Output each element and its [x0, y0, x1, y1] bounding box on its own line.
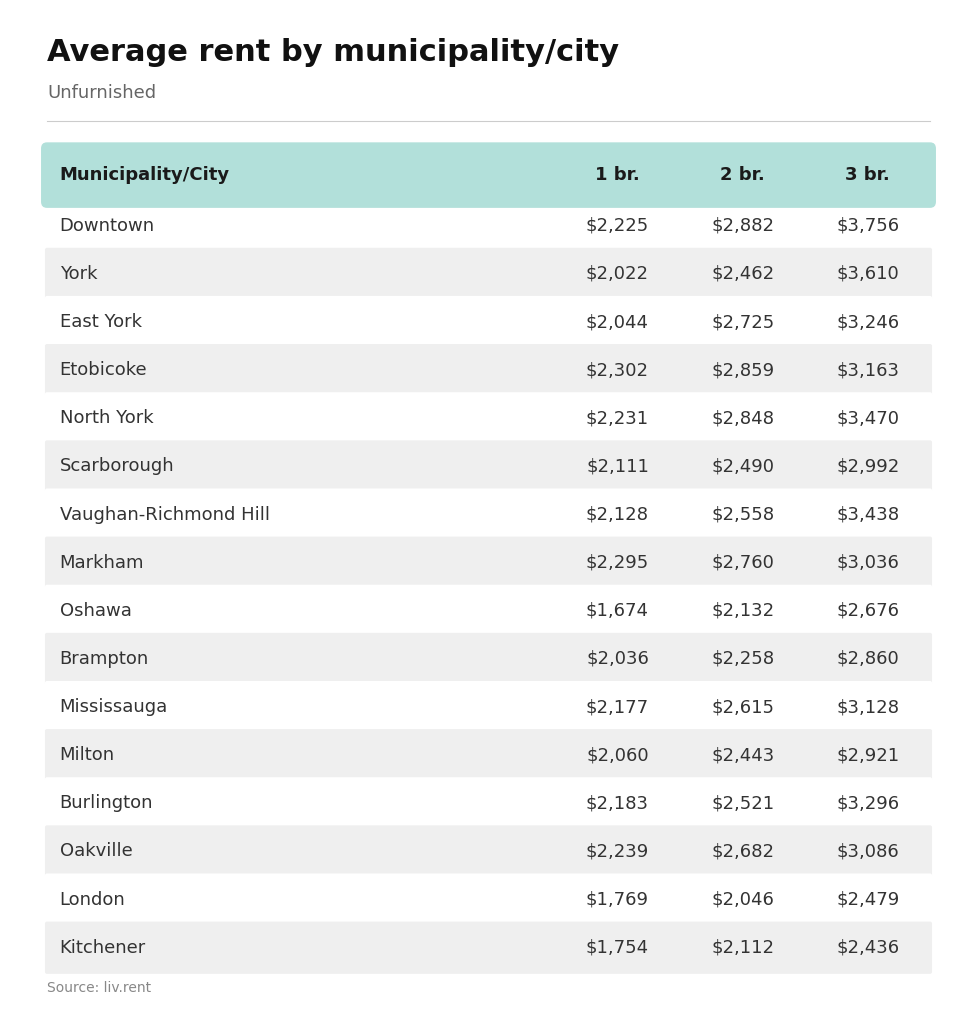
Text: Etobicoke: Etobicoke	[60, 361, 148, 379]
Text: London: London	[60, 891, 125, 908]
Text: $3,036: $3,036	[836, 554, 899, 571]
Text: $2,860: $2,860	[836, 650, 899, 668]
Text: $2,676: $2,676	[836, 602, 900, 620]
Text: $3,296: $3,296	[836, 795, 900, 812]
Text: Mississauga: Mississauga	[60, 698, 168, 716]
Text: Vaughan-Richmond Hill: Vaughan-Richmond Hill	[60, 506, 270, 523]
Text: $2,046: $2,046	[711, 891, 775, 908]
Text: Municipality/City: Municipality/City	[60, 166, 230, 184]
Text: $1,754: $1,754	[586, 939, 649, 956]
Text: $2,177: $2,177	[586, 698, 649, 716]
Text: $2,044: $2,044	[586, 313, 649, 331]
Text: $1,769: $1,769	[586, 891, 649, 908]
Text: $3,086: $3,086	[836, 843, 899, 860]
Text: $3,163: $3,163	[836, 361, 900, 379]
Text: Burlington: Burlington	[60, 795, 153, 812]
Text: Scarborough: Scarborough	[60, 458, 174, 475]
Text: $2,725: $2,725	[711, 313, 775, 331]
Text: $2,295: $2,295	[586, 554, 649, 571]
Text: $2,036: $2,036	[586, 650, 649, 668]
Text: $2,128: $2,128	[586, 506, 649, 523]
Text: $2,682: $2,682	[711, 843, 775, 860]
Text: $1,674: $1,674	[586, 602, 649, 620]
Text: $2,882: $2,882	[711, 217, 775, 234]
Text: $2,859: $2,859	[711, 361, 775, 379]
Text: York: York	[60, 265, 97, 283]
Text: $2,443: $2,443	[711, 746, 775, 764]
Text: $3,470: $3,470	[836, 410, 900, 427]
Text: Kitchener: Kitchener	[60, 939, 146, 956]
Text: Markham: Markham	[60, 554, 144, 571]
Text: $2,615: $2,615	[711, 698, 775, 716]
Text: 3 br.: 3 br.	[845, 166, 890, 184]
Text: $3,756: $3,756	[836, 217, 900, 234]
Text: Milton: Milton	[60, 746, 114, 764]
Text: East York: East York	[60, 313, 142, 331]
Text: $3,610: $3,610	[836, 265, 899, 283]
Text: 2 br.: 2 br.	[720, 166, 765, 184]
Text: Average rent by municipality/city: Average rent by municipality/city	[47, 38, 619, 67]
Text: $3,438: $3,438	[836, 506, 900, 523]
Text: North York: North York	[60, 410, 153, 427]
Text: $2,258: $2,258	[711, 650, 775, 668]
Text: $2,183: $2,183	[586, 795, 649, 812]
Text: Downtown: Downtown	[60, 217, 154, 234]
Text: $2,462: $2,462	[711, 265, 775, 283]
Text: $2,111: $2,111	[586, 458, 649, 475]
Text: $2,479: $2,479	[836, 891, 900, 908]
Text: $2,231: $2,231	[586, 410, 649, 427]
Text: $3,128: $3,128	[836, 698, 900, 716]
Text: $2,521: $2,521	[711, 795, 775, 812]
Text: $2,490: $2,490	[711, 458, 775, 475]
Text: $2,239: $2,239	[586, 843, 649, 860]
Text: $2,060: $2,060	[586, 746, 649, 764]
Text: $2,848: $2,848	[711, 410, 775, 427]
Text: Source: liv.rent: Source: liv.rent	[47, 981, 151, 995]
Text: $2,132: $2,132	[711, 602, 775, 620]
Text: $2,921: $2,921	[836, 746, 900, 764]
Text: Oshawa: Oshawa	[60, 602, 132, 620]
Text: $2,302: $2,302	[586, 361, 649, 379]
Text: $2,436: $2,436	[836, 939, 900, 956]
Text: $2,225: $2,225	[586, 217, 649, 234]
Text: $2,992: $2,992	[836, 458, 900, 475]
Text: $2,112: $2,112	[711, 939, 775, 956]
Text: Brampton: Brampton	[60, 650, 149, 668]
Text: 1 br.: 1 br.	[595, 166, 640, 184]
Text: $2,760: $2,760	[711, 554, 775, 571]
Text: $2,558: $2,558	[711, 506, 775, 523]
Text: $2,022: $2,022	[586, 265, 649, 283]
Text: Oakville: Oakville	[60, 843, 132, 860]
Text: Unfurnished: Unfurnished	[47, 84, 156, 102]
Text: $3,246: $3,246	[836, 313, 900, 331]
